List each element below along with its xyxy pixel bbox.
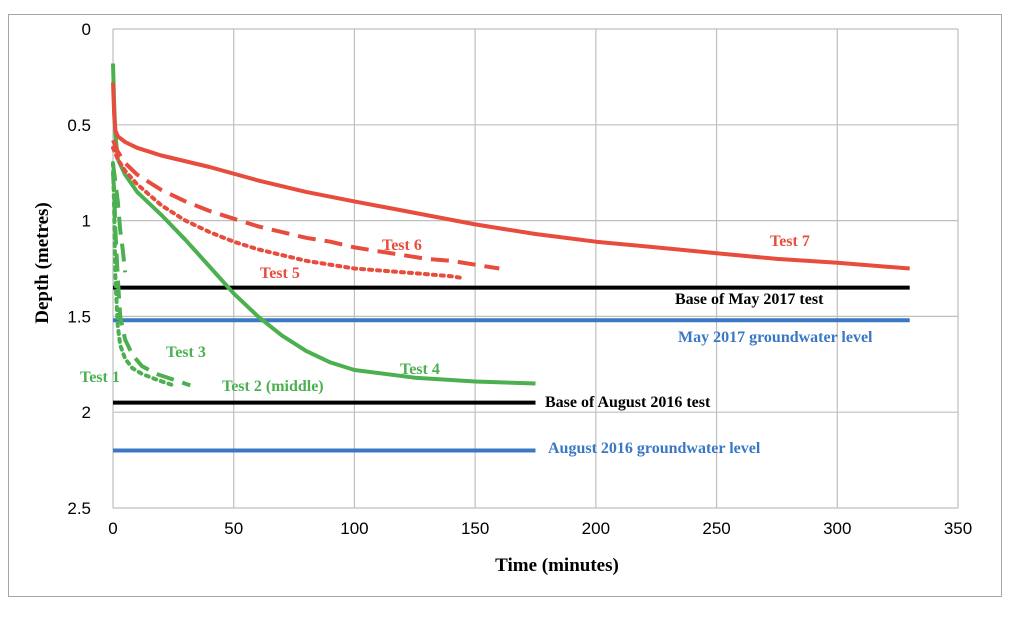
x-tick-label: 350 [944,519,972,538]
label-test-6: Test 6 [382,237,422,254]
chart-frame [8,14,1002,597]
x-tick-label: 50 [224,519,243,538]
series-lines [111,63,910,388]
series-line-test-2-middle [111,172,191,388]
series-line-test-3 [111,162,128,273]
label-august-2016-groundwater-level: August 2016 groundwater level [548,440,761,457]
x-tick-label: 100 [340,519,368,538]
label-test-4: Test 4 [400,361,440,378]
x-tick-label: 250 [702,519,730,538]
y-tick-label: 1.5 [67,307,91,326]
label-test-1: Test 1 [80,369,120,386]
label-may-2017-groundwater-level: May 2017 groundwater level [678,329,873,346]
tick-labels: 0 50 100 150 200 250 300 350 0 0.5 1 1.5 2 2.5 [67,20,972,538]
y-tick-label: 2.5 [67,499,91,518]
series-line-test-5 [111,145,466,281]
label-test-3: Test 3 [166,344,206,361]
x-tick-label: 200 [582,519,610,538]
y-tick-label: 0 [82,20,91,39]
x-tick-label: 0 [108,519,117,538]
x-tick-label: 300 [823,519,851,538]
label-base-of-may-2017-test: Base of May 2017 test [675,291,824,308]
label-test-2-middle: Test 2 (middle) [222,378,324,395]
series-line-test-6 [111,139,500,271]
y-tick-label: 2 [82,403,91,422]
reference-lines [113,285,910,453]
label-test-5: Test 5 [260,265,300,282]
y-tick-label: 1 [82,212,91,231]
label-test-7: Test 7 [770,233,810,250]
y-tick-label: 0.5 [67,116,91,135]
series-line-test-7 [111,82,910,271]
x-tick-label: 150 [461,519,489,538]
x-axis-title: Time (minutes) [495,555,619,576]
label-base-of-august-2016-test: Base of August 2016 test [545,394,711,411]
annotations: Test 1 Test 2 (middle) Test 3 Test 4 Test 5 T… [80,233,873,457]
y-axis-title: Depth (metres) [32,202,53,324]
grid [112,28,959,509]
